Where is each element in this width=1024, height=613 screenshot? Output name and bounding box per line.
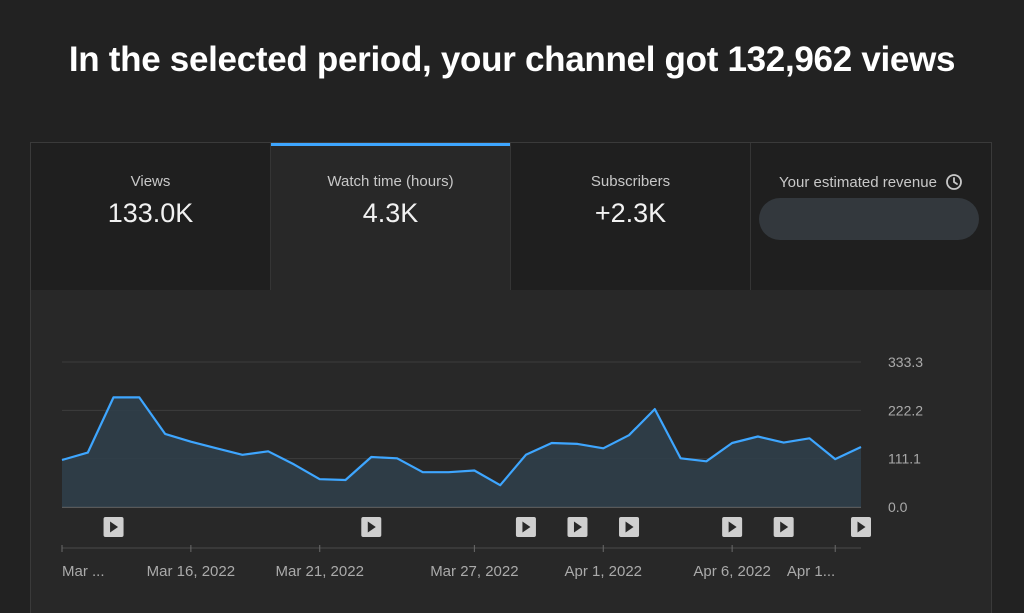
video-marker-play-icon[interactable] (516, 517, 536, 537)
video-marker-play-icon[interactable] (774, 517, 794, 537)
video-marker-play-icon[interactable] (104, 517, 124, 537)
video-marker-play-icon[interactable] (619, 517, 639, 537)
x-tick-label: Mar ... (62, 563, 105, 580)
y-tick-label: 333.3 (888, 354, 923, 370)
video-marker-play-icon[interactable] (851, 517, 871, 537)
x-tick-label: Mar 27, 2022 (430, 563, 518, 580)
x-tick-label: Apr 6, 2022 (693, 563, 771, 580)
video-marker-play-icon[interactable] (567, 517, 587, 537)
x-tick-label: Apr 1, 2022 (564, 563, 642, 580)
video-marker-play-icon[interactable] (361, 517, 381, 537)
x-tick-label: Apr 1... (787, 563, 835, 580)
y-tick-label: 0.0 (888, 499, 908, 515)
video-marker-play-icon[interactable] (722, 517, 742, 537)
area-fill (62, 397, 861, 507)
y-tick-label: 111.1 (888, 451, 921, 467)
x-tick-label: Mar 21, 2022 (276, 563, 364, 580)
x-tick-label: Mar 16, 2022 (147, 563, 235, 580)
y-tick-label: 222.2 (888, 402, 923, 418)
